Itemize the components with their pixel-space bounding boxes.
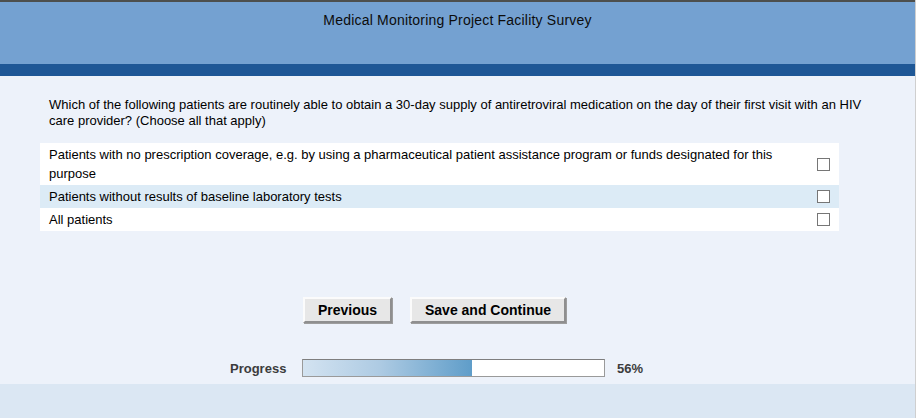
previous-button[interactable]: Previous bbox=[303, 297, 392, 323]
option-row-no-prescription-coverage: Patients with no prescription coverage, … bbox=[40, 143, 839, 185]
option-label: All patients bbox=[49, 210, 807, 229]
option-row-all-patients: All patients bbox=[40, 208, 839, 231]
option-label: Patients with no prescription coverage, … bbox=[49, 145, 807, 183]
progress-label: Progress bbox=[230, 361, 286, 376]
footer-strip bbox=[0, 384, 915, 418]
progress-fill bbox=[303, 360, 472, 376]
accent-bar bbox=[0, 64, 915, 76]
progress-bar bbox=[302, 359, 605, 377]
options-list: Patients with no prescription coverage, … bbox=[40, 143, 839, 231]
option-label: Patients without results of baseline lab… bbox=[49, 187, 807, 206]
option-checkbox-all-patients[interactable] bbox=[817, 213, 830, 226]
header: Medical Monitoring Project Facility Surv… bbox=[0, 2, 915, 64]
save-and-continue-button[interactable]: Save and Continue bbox=[410, 297, 566, 323]
option-checkbox-no-baseline-lab-results[interactable] bbox=[817, 190, 830, 203]
page-title: Medical Monitoring Project Facility Surv… bbox=[0, 2, 915, 28]
option-row-no-baseline-lab-results: Patients without results of baseline lab… bbox=[40, 185, 839, 208]
option-checkbox-no-prescription-coverage[interactable] bbox=[817, 158, 830, 171]
question-text: Which of the following patients are rout… bbox=[49, 97, 884, 129]
progress-percent: 56% bbox=[617, 361, 643, 376]
